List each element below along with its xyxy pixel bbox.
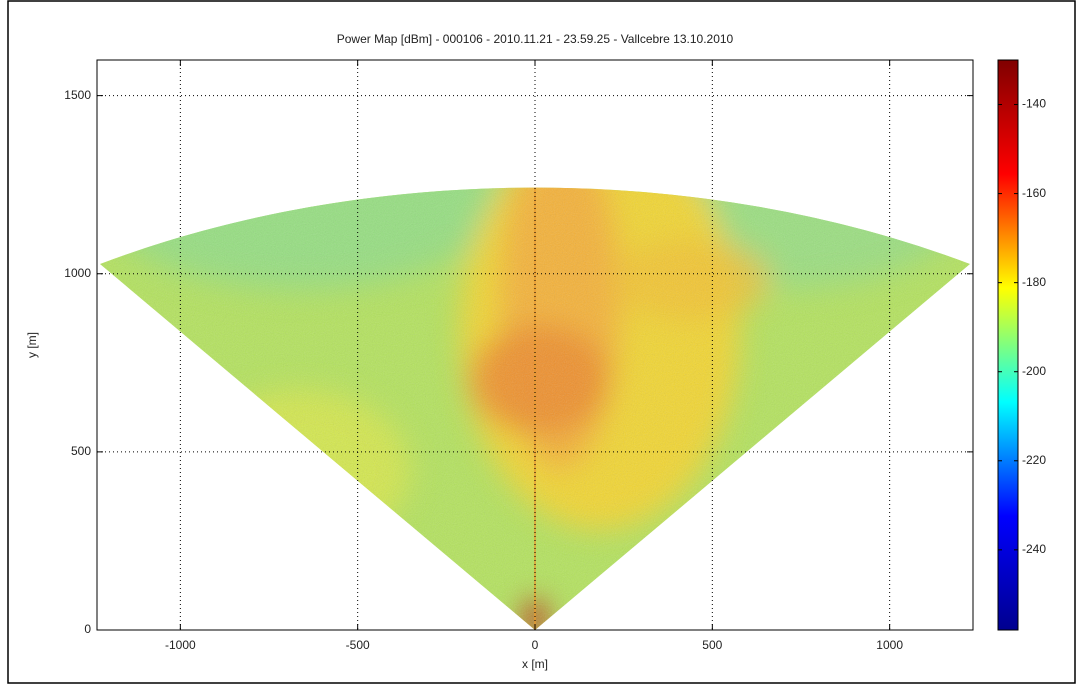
colorbar-tick-label: -240 <box>1022 542 1046 556</box>
colorbar-tick-label: -140 <box>1022 97 1046 111</box>
x-tick-label: -500 <box>346 638 370 652</box>
x-axis-label: x [m] <box>522 657 548 671</box>
x-tick-label: -1000 <box>165 638 196 652</box>
colorbar-tick-label: -220 <box>1022 453 1046 467</box>
y-axis-label: y [m] <box>25 332 39 358</box>
x-tick-label: 0 <box>532 638 539 652</box>
colorbar-tick-label: -180 <box>1022 275 1046 289</box>
chart-title: Power Map [dBm] - 000106 - 2010.11.21 - … <box>337 32 734 46</box>
figure: Power Map [dBm] - 000106 - 2010.11.21 - … <box>0 0 1077 685</box>
colorbar-tick-label: -160 <box>1022 186 1046 200</box>
x-tick-label: 500 <box>702 638 722 652</box>
colorbar <box>998 60 1018 630</box>
y-tick-label: 500 <box>71 444 91 458</box>
y-tick-label: 1500 <box>64 88 91 102</box>
y-tick-label: 0 <box>84 622 91 636</box>
x-tick-label: 1000 <box>876 638 903 652</box>
colorbar-tick-label: -200 <box>1022 364 1046 378</box>
y-tick-label: 1000 <box>64 266 91 280</box>
